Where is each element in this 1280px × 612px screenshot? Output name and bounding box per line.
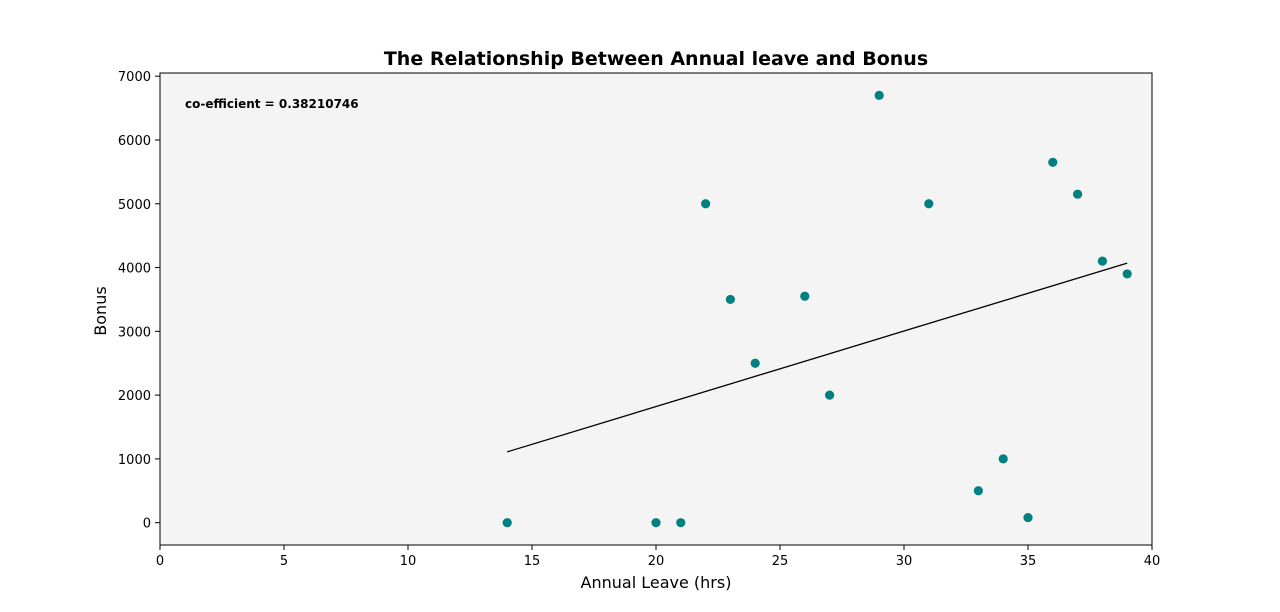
y-tick-label: 2000 (118, 389, 151, 404)
y-tick-label: 0 (143, 517, 151, 532)
data-point (998, 454, 1008, 464)
y-tick-label: 5000 (118, 198, 151, 213)
x-tick-label: 20 (648, 554, 665, 569)
data-point (502, 518, 512, 528)
y-tick-label: 1000 (118, 453, 151, 468)
x-tick-label: 5 (280, 554, 288, 569)
data-point (924, 199, 934, 209)
data-point (1048, 157, 1058, 167)
y-tick-label: 4000 (118, 262, 151, 277)
chart-title: The Relationship Between Annual leave an… (384, 48, 928, 70)
x-tick-label: 10 (400, 554, 417, 569)
data-point (750, 358, 760, 368)
data-point (874, 90, 884, 100)
y-tick-label: 3000 (118, 325, 151, 340)
data-point (1073, 189, 1083, 199)
trend-line (507, 262, 1128, 453)
data-point (1023, 512, 1033, 523)
y-tick-label: 7000 (118, 70, 151, 85)
data-point (676, 518, 686, 528)
data-point (651, 518, 661, 528)
data-point (825, 390, 835, 400)
x-tick-label: 35 (1020, 554, 1037, 569)
data-point (1122, 269, 1132, 279)
x-tick-label: 0 (156, 554, 164, 569)
x-tick-label: 25 (772, 554, 789, 569)
data-point (800, 291, 810, 301)
coefficient-annotation: co-efficient = 0.38210746 (185, 97, 359, 111)
y-axis-label: Bonus (91, 286, 110, 335)
x-tick-label: 40 (1144, 554, 1161, 569)
data-point (973, 486, 984, 496)
x-tick-label: 30 (896, 554, 913, 569)
data-point (1097, 256, 1107, 266)
x-axis-label: Annual Leave (hrs) (581, 573, 732, 592)
data-point (701, 199, 711, 209)
data-point (725, 294, 736, 305)
plot-area (159, 72, 1153, 546)
x-tick-label: 15 (524, 554, 541, 569)
y-tick-label: 6000 (118, 134, 151, 149)
